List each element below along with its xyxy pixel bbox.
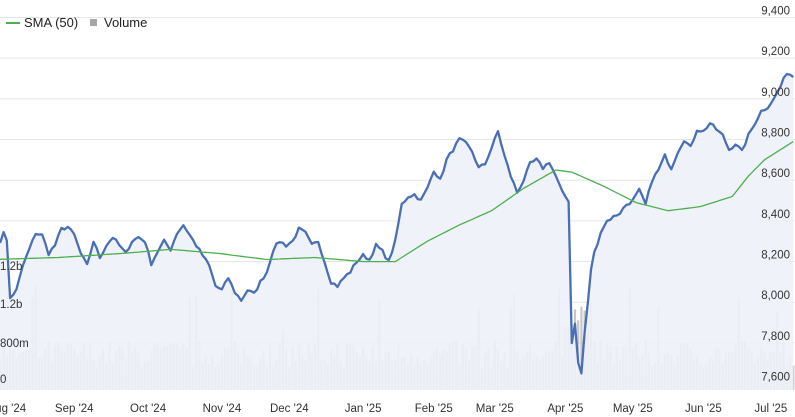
x-tick-label: May '25	[613, 403, 653, 415]
x-tick-label: Sep '24	[55, 403, 94, 415]
sma-line	[0, 141, 794, 263]
volume-tick-label: 1.2b	[0, 299, 22, 311]
y-tick-label: 8,200	[761, 250, 790, 262]
volume-bar	[580, 306, 583, 390]
x-tick-label: Jan '25	[345, 403, 382, 415]
x-tick-label: Apr '25	[547, 403, 583, 415]
x-tick-label: Mar '25	[476, 403, 514, 415]
y-tick-label: 9,000	[761, 87, 790, 99]
y-tick-label: 8,800	[761, 128, 790, 140]
x-tick-label: Jun '25	[685, 403, 722, 415]
legend-sma-label[interactable]: SMA (50)	[24, 15, 78, 30]
legend-volume-swatch	[90, 19, 97, 26]
volume-tick-label: 0	[0, 374, 6, 386]
legend: SMA (50) Volume	[6, 15, 147, 30]
legend-volume-label[interactable]: Volume	[104, 15, 147, 30]
volume-tick-label: 800m	[0, 338, 29, 350]
price-series	[0, 72, 794, 390]
x-tick-label: Feb '25	[415, 403, 453, 415]
axes: 7,600 7,800 8,000 8,200 8,400 8,600 8,800 9,000…	[0, 5, 790, 415]
y-tick-label: 8,000	[761, 290, 790, 302]
price-line	[0, 72, 794, 375]
y-tick-label: 8,600	[761, 168, 790, 180]
x-tick-label: Oct '24	[130, 403, 167, 415]
x-tick-label: Dec '24	[270, 403, 309, 415]
y-tick-label: 7,800	[761, 331, 790, 343]
x-tick-label: Aug '24	[0, 403, 27, 415]
x-tick-label: Nov '24	[203, 403, 242, 415]
y-tick-label: 7,600	[761, 372, 790, 384]
x-tick-label: Jul '25	[754, 403, 787, 415]
volume-tick-label: 1.2b	[0, 261, 22, 273]
y-tick-label: 9,400	[761, 5, 790, 17]
y-tick-label: 8,400	[761, 209, 790, 221]
sma-series	[0, 141, 794, 263]
y-tick-label: 9,200	[761, 46, 790, 58]
price-area	[0, 74, 794, 390]
